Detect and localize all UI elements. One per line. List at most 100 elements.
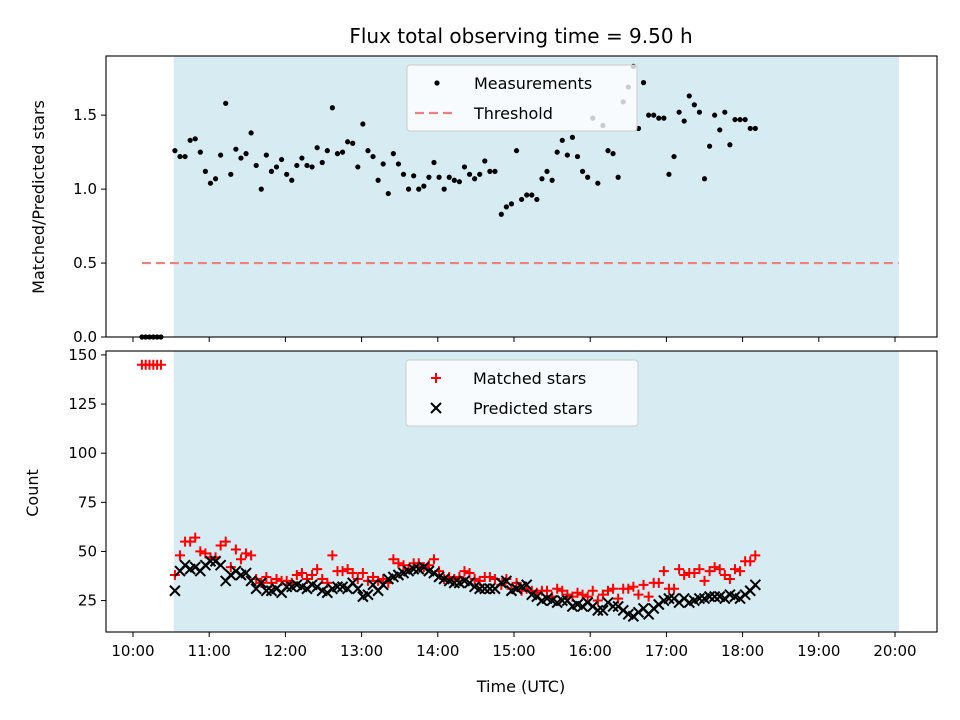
data-point <box>368 571 379 582</box>
legend-label: Matched stars <box>473 369 586 388</box>
y-tick-label: 100 <box>68 444 97 462</box>
data-point <box>192 136 198 142</box>
data-point <box>479 583 491 595</box>
legend-label: Predicted stars <box>473 399 593 418</box>
data-point <box>296 568 307 579</box>
x-tick-label: 16:00 <box>569 642 612 660</box>
data-point <box>395 161 402 167</box>
data-point <box>218 152 224 158</box>
data-point <box>187 137 193 143</box>
data-point <box>263 152 269 158</box>
data-point <box>735 566 746 577</box>
data-point <box>273 164 280 170</box>
data-point <box>230 544 241 555</box>
data-point <box>197 149 203 155</box>
data-point <box>492 168 498 174</box>
data-point <box>703 590 716 603</box>
x-tick-label: 13:00 <box>340 642 383 660</box>
data-point <box>595 180 601 186</box>
data-point <box>691 102 697 108</box>
data-point <box>661 115 667 121</box>
data-point <box>585 174 591 180</box>
data-point <box>246 550 257 561</box>
series-measurements <box>139 63 758 340</box>
data-point <box>592 604 604 617</box>
data-point <box>289 177 295 183</box>
data-point <box>426 174 432 180</box>
data-point <box>699 575 710 586</box>
data-point <box>615 174 621 180</box>
data-point <box>268 168 275 174</box>
x-axis-label: Time (UTC) <box>476 677 565 696</box>
data-point <box>278 156 285 163</box>
data-point <box>362 588 374 601</box>
data-point <box>240 567 252 579</box>
data-point <box>312 564 323 575</box>
data-point <box>319 159 325 166</box>
axes-frame <box>105 350 938 633</box>
data-point <box>579 168 586 174</box>
x-tick-label: 12:00 <box>264 642 307 660</box>
data-point <box>529 192 535 198</box>
data-point <box>207 180 214 186</box>
bottom-y-axis-label: Count <box>23 469 42 517</box>
data-point <box>294 162 300 169</box>
legend: Measurements Threshold <box>406 64 638 132</box>
data-point <box>472 176 478 182</box>
data-point <box>602 585 613 596</box>
data-point <box>737 116 743 123</box>
data-point <box>694 564 705 575</box>
y-tick-label: 150 <box>68 346 97 364</box>
data-point <box>742 116 748 123</box>
data-point <box>220 536 231 547</box>
data-point <box>238 155 244 161</box>
data-point <box>451 177 457 183</box>
data-point <box>656 115 662 121</box>
axes-frame <box>105 55 938 338</box>
x-tick-label: 15:00 <box>492 642 535 660</box>
data-point <box>400 171 407 177</box>
data-point <box>572 587 583 598</box>
data-point <box>587 585 598 596</box>
data-point <box>706 143 713 149</box>
data-point <box>689 568 700 579</box>
data-point <box>724 573 735 584</box>
data-point <box>245 575 257 587</box>
data-point <box>749 579 762 591</box>
data-point <box>255 577 267 589</box>
data-point <box>182 153 188 160</box>
data-point <box>747 125 753 132</box>
data-point <box>261 571 272 582</box>
data-point <box>327 550 338 561</box>
data-point <box>658 566 669 577</box>
data-point <box>519 196 525 203</box>
data-point <box>564 152 570 158</box>
data-point <box>253 162 259 169</box>
y-tick-label: 125 <box>68 395 97 413</box>
data-point <box>719 570 730 581</box>
data-point <box>592 595 603 606</box>
data-point <box>375 177 381 183</box>
data-point <box>552 583 563 594</box>
data-point <box>482 158 488 164</box>
data-point <box>605 148 611 154</box>
data-point <box>717 127 723 133</box>
data-point <box>500 575 513 587</box>
data-point <box>544 168 550 174</box>
data-point <box>248 130 254 136</box>
data-point <box>732 116 738 123</box>
data-point <box>431 159 437 166</box>
data-point <box>342 564 353 575</box>
data-point <box>520 579 533 591</box>
data-point <box>651 112 657 118</box>
data-point <box>559 137 565 143</box>
legend: Matched stars Predicted stars <box>405 359 639 427</box>
data-point <box>693 592 706 605</box>
data-point <box>337 566 348 577</box>
data-point <box>390 151 396 157</box>
data-point <box>291 570 302 581</box>
data-point <box>271 573 282 584</box>
x-tick-label: 20:00 <box>873 642 916 660</box>
data-point <box>352 583 364 595</box>
